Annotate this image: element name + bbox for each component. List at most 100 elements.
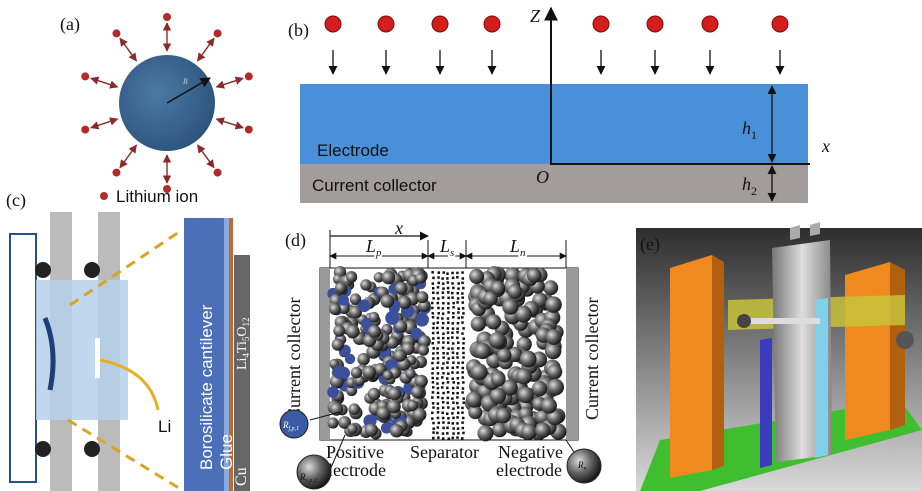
separator-pore	[456, 396, 459, 399]
separator-pore	[452, 367, 455, 370]
separator-pore	[456, 356, 459, 359]
separator-pore	[446, 367, 449, 370]
separator-pore	[461, 282, 464, 285]
separator-pore	[451, 282, 454, 285]
separator-pore	[461, 421, 464, 424]
symbol: h	[742, 174, 751, 194]
separator-pore	[461, 376, 464, 379]
screw	[84, 262, 100, 278]
separator-pore	[437, 286, 440, 289]
separator-pore	[461, 411, 464, 414]
separator-pore	[447, 391, 450, 394]
separator-pore	[437, 312, 440, 315]
separator-pore	[456, 402, 459, 405]
panel-label: (c)	[6, 190, 26, 211]
x-label: x	[821, 136, 830, 156]
separator-pore	[437, 332, 440, 335]
separator-pore	[457, 432, 460, 435]
particle	[333, 365, 346, 378]
separator-pore	[452, 327, 455, 330]
particle	[398, 296, 411, 309]
particle	[346, 325, 359, 338]
clamp	[760, 338, 772, 468]
separator-pore	[457, 362, 460, 365]
subscript: s	[450, 247, 454, 259]
separator-pore	[437, 372, 440, 375]
particle	[365, 423, 378, 436]
separator-pore	[457, 377, 460, 380]
separator-pore	[431, 307, 434, 310]
separator-pore	[442, 417, 445, 420]
separator-pore	[442, 432, 445, 435]
separator-pore	[437, 396, 440, 399]
separator-pore	[442, 406, 445, 409]
ion	[432, 16, 448, 32]
separator-pore	[431, 417, 434, 420]
separator-pore	[462, 347, 465, 350]
particle	[497, 348, 511, 362]
particle	[351, 367, 362, 378]
separator-pore	[437, 436, 440, 439]
separator-pore	[452, 432, 455, 435]
panel-label: (e)	[640, 234, 660, 255]
particle	[471, 316, 486, 331]
separator-pore	[457, 322, 460, 325]
separator-pore	[457, 317, 460, 320]
separator-pore	[431, 302, 434, 305]
particle	[411, 328, 422, 339]
separator-pore	[447, 347, 450, 350]
separator-pore	[442, 372, 445, 375]
separator-pore	[432, 282, 435, 285]
particle	[418, 345, 429, 356]
separator-pore	[462, 312, 465, 315]
particle	[415, 313, 429, 327]
particle	[385, 311, 399, 325]
separator-pore	[431, 377, 434, 380]
separator-pore	[446, 402, 449, 405]
separator-pore	[451, 272, 454, 275]
screw	[35, 441, 51, 457]
separator-pore	[457, 347, 460, 350]
symbol: h	[742, 118, 751, 138]
separator-pore	[432, 437, 435, 440]
separator-pore	[462, 307, 465, 310]
lp-label: Lp	[365, 236, 382, 259]
separator-pore	[442, 271, 445, 274]
separator-pore	[437, 402, 440, 405]
collector-label: Current collector	[284, 298, 304, 420]
particle	[518, 387, 534, 403]
separator-pore	[432, 292, 435, 295]
separator-pore	[432, 391, 435, 394]
separator-pore	[437, 392, 440, 395]
particle	[332, 338, 344, 350]
separator-pore	[461, 316, 464, 319]
separator-pore	[437, 271, 440, 274]
element: Li	[235, 357, 250, 370]
separator-pore	[432, 367, 435, 370]
separator-pore	[452, 277, 455, 280]
separator-pore	[436, 352, 439, 355]
particle	[545, 343, 561, 359]
particle	[486, 314, 501, 329]
separator-pore	[447, 321, 450, 324]
ion	[325, 16, 341, 32]
separator-pore	[462, 367, 465, 370]
ion	[593, 16, 609, 32]
separator-pore	[456, 292, 459, 295]
separator-pore	[447, 422, 450, 425]
subscript: 1	[751, 128, 757, 142]
separator-pore	[457, 297, 460, 300]
separator-pore	[442, 421, 445, 424]
separator-pore	[462, 352, 465, 355]
particle	[388, 387, 401, 400]
separator-pore	[442, 362, 445, 365]
separator-pore	[432, 422, 435, 425]
separator-pore	[437, 276, 440, 279]
separator-pore	[452, 312, 455, 315]
separator-pore	[452, 407, 455, 410]
separator-pore	[442, 337, 445, 340]
ion-arrow	[91, 119, 118, 128]
separator-pore	[442, 352, 445, 355]
separator-pore	[462, 327, 465, 330]
separator-pore	[432, 431, 435, 434]
